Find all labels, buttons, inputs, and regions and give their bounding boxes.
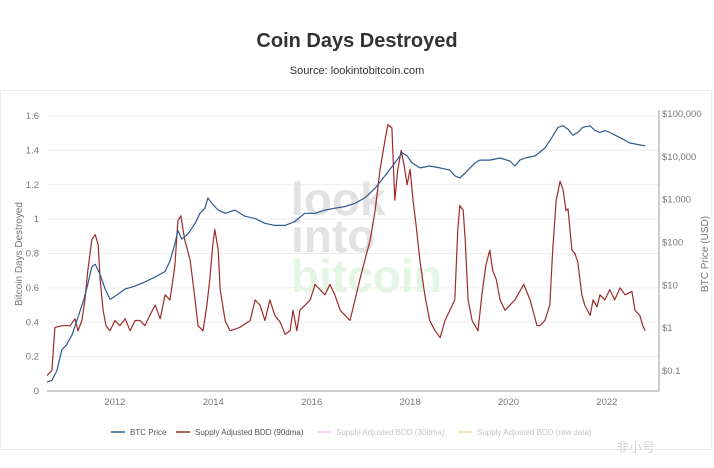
x-tick-label: 2018 (399, 397, 420, 408)
bdd-90dma-line (46, 123, 646, 376)
lookintobitcoin-watermark: look into bitcoin (291, 173, 442, 302)
chart-frame (0, 90, 712, 450)
watermark-line-1: look (291, 173, 386, 225)
legend-label: Supply Adjusted BDD (30dma) (336, 428, 445, 437)
legend-item[interactable]: Supply Adjusted BDD (raw data) (458, 428, 592, 437)
y-tick-label: 1.2 (26, 180, 39, 191)
chart-source: Source: lookintobitcoin.com (289, 65, 425, 77)
legend-item[interactable]: Supply Adjusted BDD (90dma) (176, 428, 304, 437)
x-tick-label: 2012 (104, 397, 125, 408)
x-tick-label: 2020 (498, 397, 519, 408)
x-tick-label: 2016 (301, 397, 322, 408)
legend-label: BTC Price (130, 428, 167, 437)
grid-lines (47, 115, 659, 358)
legend-item[interactable]: BTC Price (111, 428, 167, 437)
series-lines (46, 123, 646, 383)
y-axis-label: Bitcoin Days Destroyed (14, 202, 25, 306)
watermark-line-2: into (291, 210, 375, 262)
y2-tick-label: $1 (662, 323, 673, 334)
y-tick-label: 1.4 (26, 145, 39, 156)
x-tick-label: 2014 (203, 397, 224, 408)
btc-price-line (46, 125, 646, 383)
y2-axis-label: BTC Price (USD) (700, 216, 711, 292)
y-tick-label: 0.2 (26, 352, 39, 363)
y-tick-label: 1 (34, 214, 39, 225)
y2-tick-label: $1,000 (662, 195, 691, 206)
y-tick-label: 1.6 (26, 111, 39, 122)
legend-item[interactable]: Supply Adjusted BDD (30dma) (317, 428, 445, 437)
corner-watermark: 非小号 (616, 441, 655, 456)
legend-label: Supply Adjusted BDD (90dma) (195, 428, 304, 437)
y-tick-label: 0.6 (26, 283, 39, 294)
legend-label: Supply Adjusted BDD (raw data) (477, 428, 592, 437)
y-tick-label: 0.4 (26, 317, 39, 328)
y2-tick-label: $0.1 (662, 366, 681, 377)
y2-tick-label: $10 (662, 280, 678, 291)
legend: BTC Price Supply Adjusted BDD (90dma) Supp… (111, 428, 592, 437)
y-tick-label: 0.8 (26, 249, 39, 260)
y-tick-label: 0 (34, 386, 39, 397)
y2-tick-label: $10,000 (662, 152, 696, 163)
chart-title: Coin Days Destroyed (256, 30, 458, 52)
axes: 0 0.2 0.4 0.6 0.8 1 1.2 1.4 1.6 $0.1 $1 $10 $100 $1,0… (26, 109, 702, 408)
x-tick-label: 2022 (596, 397, 617, 408)
watermark-line-3: bitcoin (291, 250, 442, 302)
y2-tick-label: $100 (662, 237, 683, 248)
y2-tick-label: $100,000 (662, 109, 702, 120)
